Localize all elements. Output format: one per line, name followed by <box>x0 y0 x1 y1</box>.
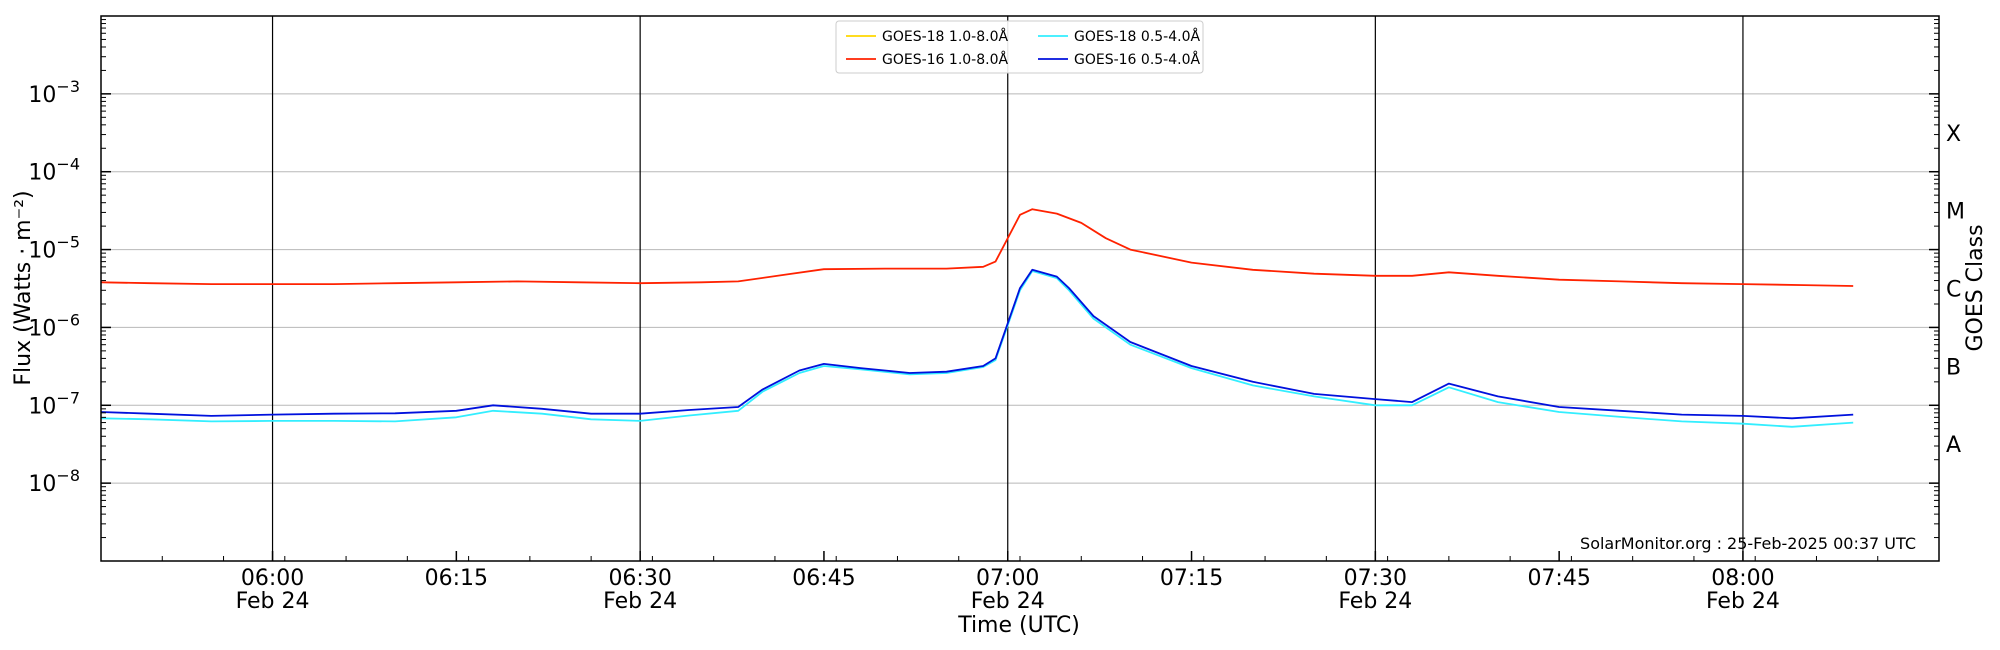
y-tick-label: 10−4 <box>28 155 80 186</box>
goes-class-label: C <box>1946 278 1961 303</box>
legend-label-4: GOES-16 0.5-4.0Å <box>1074 51 1200 68</box>
credit-text: SolarMonitor.org : 25-Feb-2025 00:37 UTC <box>1580 534 1916 553</box>
x-tick-date: Feb 24 <box>1338 589 1412 614</box>
x-tick-label: 07:15 <box>1160 566 1223 591</box>
x-tick-label: 08:00 <box>1711 566 1774 591</box>
x-tick-date: Feb 24 <box>971 589 1045 614</box>
y-tick-label-base: 10 <box>28 161 56 186</box>
goes-class-label: A <box>1946 433 1961 458</box>
y-tick-label: 10−6 <box>28 310 80 341</box>
x-tick-label: 07:30 <box>1344 566 1407 591</box>
y-tick-label-exponent: −4 <box>56 155 80 174</box>
y-tick-label-base: 10 <box>28 239 56 264</box>
y-tick-label: 10−8 <box>28 466 80 497</box>
legend-label-1: GOES-18 1.0-8.0Å <box>882 28 1008 45</box>
x-tick-label: 07:45 <box>1527 566 1590 591</box>
y-tick-label-base: 10 <box>28 472 56 497</box>
goes-class-label: M <box>1946 200 1965 225</box>
y-tick-label: 10−5 <box>28 233 80 264</box>
x-tick-label: 06:30 <box>608 566 671 591</box>
y-tick-label-base: 10 <box>28 394 56 419</box>
y-tick-label-base: 10 <box>28 83 56 108</box>
y-tick-label-exponent: −3 <box>56 77 80 96</box>
y-axis-title: Flux (Watts · m⁻²) <box>11 190 36 385</box>
series-line-2 <box>100 208 1854 287</box>
x-tick-date: Feb 24 <box>603 589 677 614</box>
series-line-3 <box>100 270 1854 428</box>
x-axis-title: Time (UTC) <box>957 613 1080 638</box>
y-tick-label-exponent: −8 <box>56 466 80 485</box>
legend-label-2: GOES-16 1.0-8.0Å <box>882 51 1008 68</box>
series-lines <box>100 208 1854 428</box>
y-tick-label-exponent: −6 <box>56 310 80 329</box>
y-tick-label-base: 10 <box>28 316 56 341</box>
legend-label-3: GOES-18 0.5-4.0Å <box>1074 28 1200 45</box>
grid <box>101 16 1939 561</box>
y-tick-label: 10−3 <box>28 77 80 108</box>
y-tick-label-exponent: −5 <box>56 233 80 252</box>
series-line-4 <box>100 268 1854 420</box>
right-axis-title: GOES Class <box>1963 224 1988 351</box>
x-tick-date: Feb 24 <box>236 589 310 614</box>
x-tick-label: 07:00 <box>976 566 1039 591</box>
y-tick-label: 10−7 <box>28 388 80 419</box>
goes-class-label: X <box>1946 122 1961 147</box>
x-tick-label: 06:45 <box>792 566 855 591</box>
x-tick-date: Feb 24 <box>1706 589 1780 614</box>
x-tick-label: 06:15 <box>425 566 488 591</box>
legend: GOES-18 1.0-8.0Å GOES-16 1.0-8.0Å GOES-18 … <box>835 20 1204 74</box>
x-tick-label: 06:00 <box>241 566 304 591</box>
y-tick-label-exponent: −7 <box>56 388 80 407</box>
legend-box <box>835 20 1204 74</box>
goes-class-label: B <box>1946 355 1961 380</box>
